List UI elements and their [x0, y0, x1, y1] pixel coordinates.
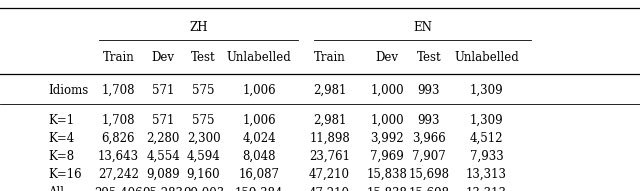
Text: Train: Train: [314, 51, 346, 64]
Text: 15,838: 15,838: [367, 168, 408, 181]
Text: 13,643: 13,643: [98, 150, 139, 163]
Text: 23,761: 23,761: [309, 150, 350, 163]
Text: Dev: Dev: [376, 51, 399, 64]
Text: K=8: K=8: [48, 150, 74, 163]
Text: 7,907: 7,907: [412, 150, 445, 163]
Text: 4,512: 4,512: [470, 132, 503, 145]
Text: 3,966: 3,966: [412, 132, 445, 145]
Text: 15,698: 15,698: [408, 168, 449, 181]
Text: 95,283: 95,283: [143, 186, 184, 191]
Text: 8,048: 8,048: [243, 150, 276, 163]
Text: 2,300: 2,300: [187, 132, 220, 145]
Text: 9,160: 9,160: [187, 168, 220, 181]
Text: K=16: K=16: [48, 168, 82, 181]
Text: 4,024: 4,024: [243, 132, 276, 145]
Text: 99,003: 99,003: [183, 186, 224, 191]
Text: 7,969: 7,969: [371, 150, 404, 163]
Text: 1,708: 1,708: [102, 114, 135, 127]
Text: 575: 575: [192, 84, 215, 97]
Text: ZH: ZH: [189, 21, 207, 34]
Text: 15,838: 15,838: [367, 186, 408, 191]
Text: 47,210: 47,210: [309, 168, 350, 181]
Text: 9,089: 9,089: [147, 168, 180, 181]
Text: 159,384: 159,384: [235, 186, 284, 191]
Text: K=1: K=1: [48, 114, 74, 127]
Text: Test: Test: [191, 51, 216, 64]
Text: 47,210: 47,210: [309, 186, 350, 191]
Text: 4,554: 4,554: [147, 150, 180, 163]
Text: Unlabelled: Unlabelled: [454, 51, 519, 64]
Text: Train: Train: [102, 51, 134, 64]
Text: 11,898: 11,898: [309, 132, 350, 145]
Text: 13,313: 13,313: [466, 186, 507, 191]
Text: 993: 993: [417, 114, 440, 127]
Text: 1,006: 1,006: [243, 114, 276, 127]
Text: 1,000: 1,000: [371, 114, 404, 127]
Text: Idioms: Idioms: [48, 84, 88, 97]
Text: 7,933: 7,933: [470, 150, 503, 163]
Text: 1,309: 1,309: [470, 84, 503, 97]
Text: 27,242: 27,242: [98, 168, 139, 181]
Text: K=4: K=4: [48, 132, 74, 145]
Text: Unlabelled: Unlabelled: [227, 51, 292, 64]
Text: 4,594: 4,594: [187, 150, 220, 163]
Text: 295,406: 295,406: [94, 186, 143, 191]
Text: 1,006: 1,006: [243, 84, 276, 97]
Text: 2,981: 2,981: [313, 114, 346, 127]
Text: 571: 571: [152, 114, 174, 127]
Text: 2,981: 2,981: [313, 84, 346, 97]
Text: 993: 993: [417, 84, 440, 97]
Text: 3,992: 3,992: [371, 132, 404, 145]
Text: 2,280: 2,280: [147, 132, 180, 145]
Text: 13,313: 13,313: [466, 168, 507, 181]
Text: 575: 575: [192, 114, 215, 127]
Text: 16,087: 16,087: [239, 168, 280, 181]
Text: 1,000: 1,000: [371, 84, 404, 97]
Text: 571: 571: [152, 84, 174, 97]
Text: 6,826: 6,826: [102, 132, 135, 145]
Text: All: All: [48, 186, 64, 191]
Text: EN: EN: [413, 21, 432, 34]
Text: Dev: Dev: [152, 51, 175, 64]
Text: Test: Test: [417, 51, 441, 64]
Text: 15,698: 15,698: [408, 186, 449, 191]
Text: 1,309: 1,309: [470, 114, 503, 127]
Text: 1,708: 1,708: [102, 84, 135, 97]
